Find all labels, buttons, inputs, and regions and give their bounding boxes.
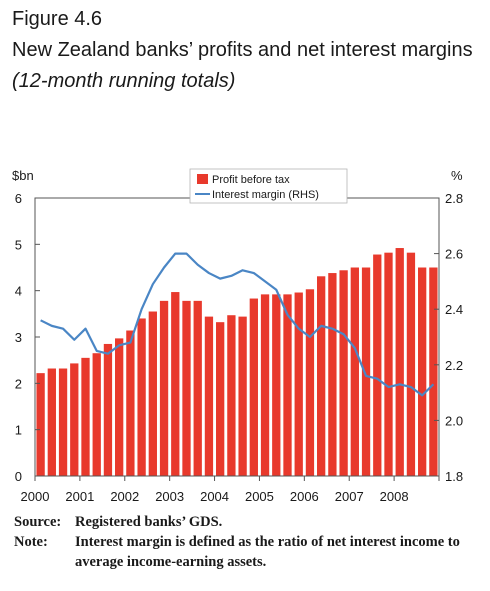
profit-bar xyxy=(159,300,169,476)
left-axis-tick-label: 4 xyxy=(15,284,22,299)
profit-bar xyxy=(260,294,270,476)
profit-bar xyxy=(227,315,236,476)
right-axis-unit: % xyxy=(451,168,463,183)
profit-bar xyxy=(92,353,101,476)
profit-bar xyxy=(70,363,79,476)
figure-notes: Source: Registered banks’ GDS. Note: Int… xyxy=(14,512,484,572)
profit-bar xyxy=(238,316,247,476)
profit-bar xyxy=(384,252,393,476)
profit-bar xyxy=(148,311,157,476)
legend-box xyxy=(189,168,348,204)
profit-bar xyxy=(395,248,404,476)
profit-bar xyxy=(47,368,56,476)
left-axis-tick-label: 1 xyxy=(15,423,22,438)
right-axis-tick-label: 2.0 xyxy=(445,413,463,428)
note-key: Note: xyxy=(14,534,48,550)
x-axis-tick-label: 2007 xyxy=(335,489,364,504)
figure-subtitle: (12-month running totals) xyxy=(12,70,236,92)
left-axis-unit: $bn xyxy=(12,168,34,183)
profit-bar xyxy=(317,276,326,476)
x-axis-tick-label: 2004 xyxy=(200,489,229,504)
right-axis-tick-label: 2.4 xyxy=(445,302,463,317)
legend-label-profit: Profit before tax xyxy=(212,174,290,186)
left-axis-tick-label: 3 xyxy=(15,330,22,345)
x-axis-tick-label: 2001 xyxy=(65,489,94,504)
profit-bar xyxy=(339,270,348,476)
interest-margin-line xyxy=(40,252,435,397)
profit-bar xyxy=(171,292,180,476)
x-axis-tick-label: 2005 xyxy=(245,489,274,504)
profit-bar xyxy=(81,357,90,476)
x-axis-tick-label: 2008 xyxy=(380,489,409,504)
profit-bar xyxy=(406,252,416,476)
profit-bar xyxy=(36,373,45,476)
x-axis-tick-label: 2006 xyxy=(290,489,319,504)
right-axis-tick-label: 2.8 xyxy=(445,191,463,206)
right-axis-tick-label: 2.6 xyxy=(445,247,463,262)
profit-bar xyxy=(350,267,359,476)
profit-bar xyxy=(216,322,225,476)
profit-bar xyxy=(328,273,337,476)
x-axis-tick-label: 2000 xyxy=(21,489,50,504)
profit-bar xyxy=(126,330,135,476)
profit-bar xyxy=(294,292,303,476)
profit-bar xyxy=(272,294,281,476)
profit-bar xyxy=(249,298,258,476)
profit-bar xyxy=(137,318,146,476)
figure-label: Figure 4.6 xyxy=(12,8,103,30)
profit-bar xyxy=(283,294,292,476)
x-axis-tick-label: 2002 xyxy=(110,489,139,504)
note-row: Note: Interest margin is defined as the … xyxy=(14,532,484,572)
left-axis-tick-label: 0 xyxy=(15,469,22,484)
left-axis-tick-label: 2 xyxy=(15,376,22,391)
profit-bar xyxy=(193,300,202,476)
profit-bar xyxy=(204,316,214,476)
profit-bar xyxy=(103,343,113,476)
profit-bar xyxy=(58,368,68,476)
right-axis-tick-label: 1.8 xyxy=(445,469,463,484)
figure-title-block: Figure 4.6 New Zealand banks’ profits an… xyxy=(12,4,482,97)
legend-label-margin: Interest margin (RHS) xyxy=(212,189,319,201)
profit-bar xyxy=(373,254,382,476)
profit-bar xyxy=(182,300,191,476)
profit-bar xyxy=(429,267,438,476)
profit-bar xyxy=(418,267,427,476)
note-text: Interest margin is defined as the ratio … xyxy=(75,534,460,570)
left-axis-tick-label: 5 xyxy=(15,237,22,252)
profit-bar xyxy=(115,338,124,476)
source-text: Registered banks’ GDS. xyxy=(75,514,223,530)
profit-bar xyxy=(305,289,315,476)
x-axis-tick-label: 2003 xyxy=(155,489,184,504)
legend-swatch-profit xyxy=(197,174,208,184)
left-axis-tick-label: 6 xyxy=(15,191,22,206)
profit-bar xyxy=(361,267,371,476)
source-row: Source: Registered banks’ GDS. xyxy=(14,512,484,532)
source-key: Source: xyxy=(14,514,62,530)
right-axis-tick-label: 2.2 xyxy=(445,358,463,373)
figure-title: New Zealand banks’ profits and net inter… xyxy=(12,39,473,61)
